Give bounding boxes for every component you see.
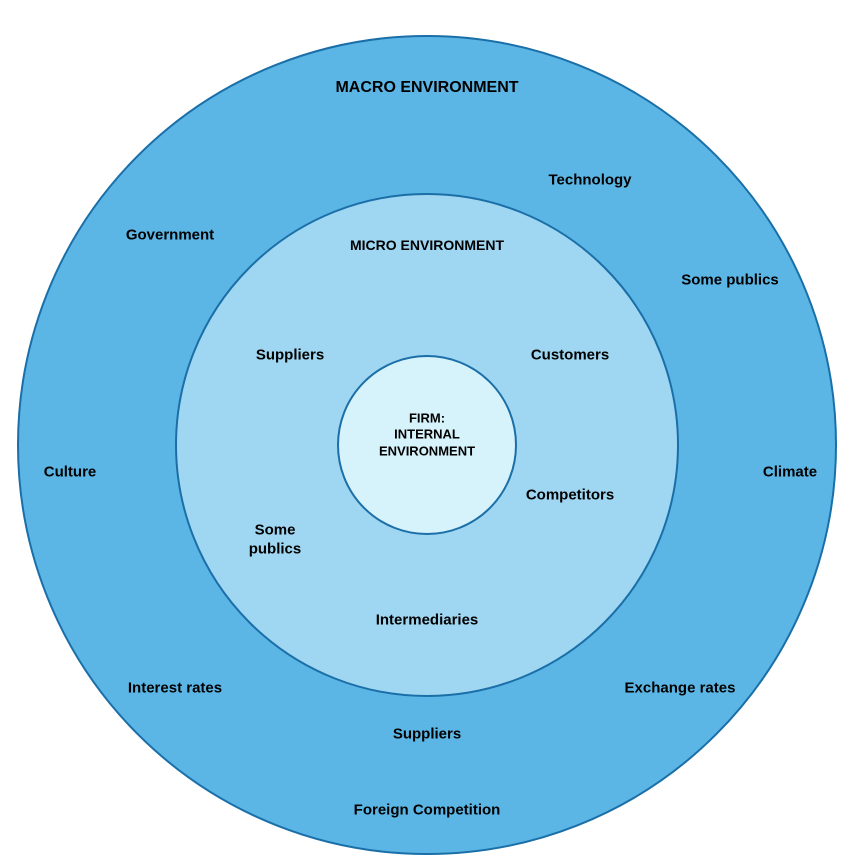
- micro-label-competitors: Competitors: [526, 487, 614, 504]
- macro-label-interest-rates: Interest rates: [128, 680, 222, 697]
- macro-label-government: Government: [126, 227, 214, 244]
- macro-label-exchange-rates: Exchange rates: [625, 680, 736, 697]
- macro-title: MACRO ENVIRONMENT: [335, 79, 518, 97]
- macro-label-some-publics: Some publics: [681, 272, 779, 289]
- firm-title: FIRM:INTERNALENVIRONMENT: [347, 411, 507, 460]
- diagram-stage: MACRO ENVIRONMENT MICRO ENVIRONMENT FIRM…: [0, 0, 854, 862]
- macro-label-suppliers: Suppliers: [393, 726, 461, 743]
- macro-label-climate: Climate: [763, 464, 817, 481]
- micro-label-intermediaries: Intermediaries: [376, 612, 479, 629]
- macro-label-foreign-competition: Foreign Competition: [354, 802, 501, 819]
- macro-label-technology: Technology: [548, 172, 631, 189]
- micro-label-some-publics: Somepublics: [230, 521, 320, 559]
- micro-title: MICRO ENVIRONMENT: [350, 237, 504, 253]
- micro-label-suppliers: Suppliers: [256, 347, 324, 364]
- micro-label-customers: Customers: [531, 347, 609, 364]
- macro-label-culture: Culture: [44, 464, 97, 481]
